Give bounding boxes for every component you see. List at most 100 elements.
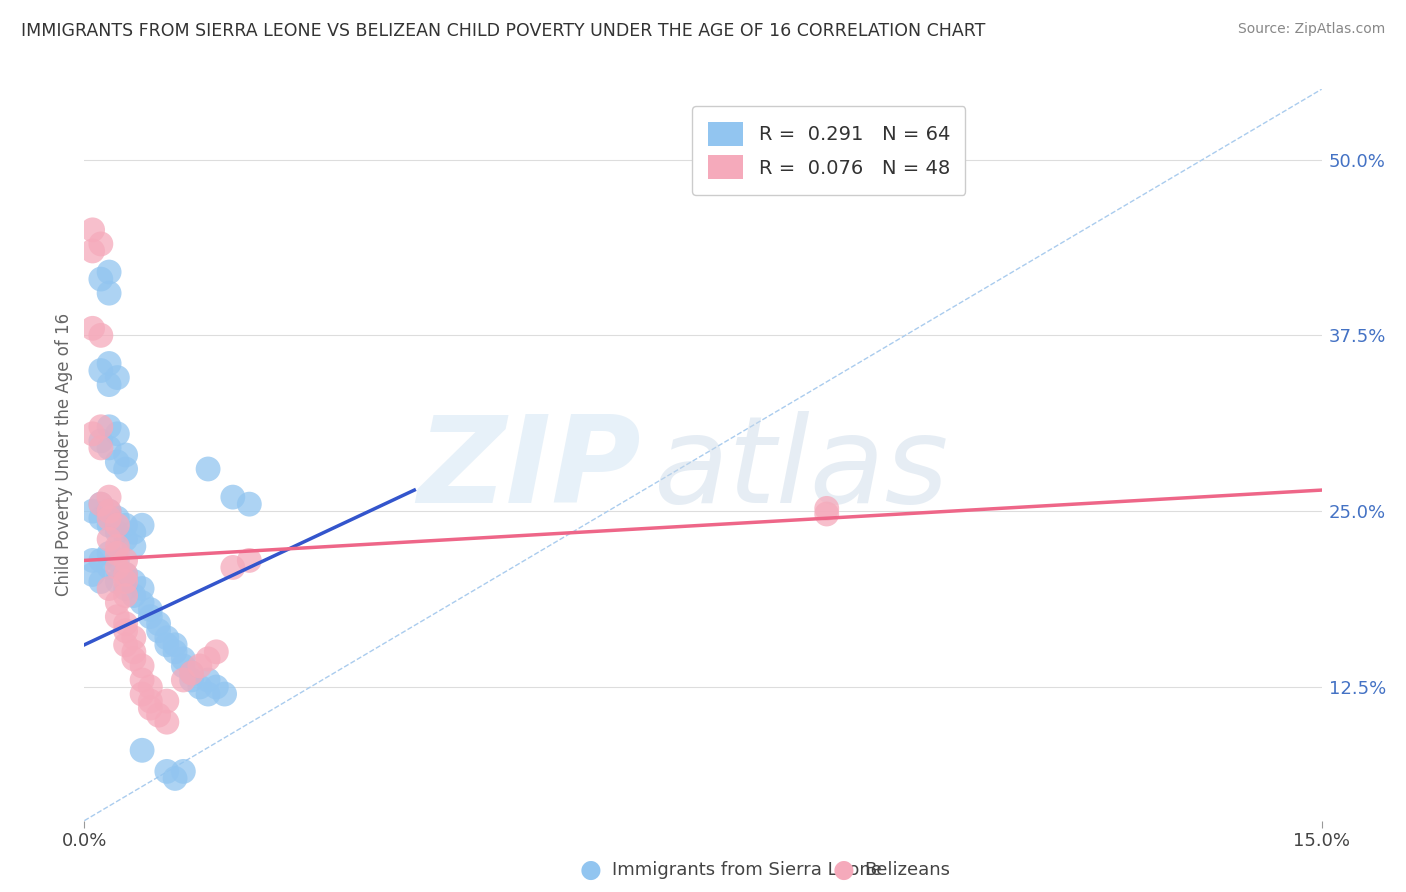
Point [180,673,202,687]
Point [238,553,260,567]
Point [122,589,145,603]
Point [90,441,112,455]
Point [90,574,112,589]
Point [98,286,121,301]
Text: Source: ZipAtlas.com: Source: ZipAtlas.com [1237,22,1385,37]
Point [105,370,128,384]
Point [214,687,236,701]
Point [105,455,128,469]
Point [90,553,112,567]
Point [98,518,121,533]
Point [90,236,112,251]
Point [131,582,153,596]
Point [815,501,838,516]
Point [122,539,145,553]
Point [114,518,136,533]
Point [82,553,104,567]
Point [82,426,104,441]
Point [114,533,136,547]
Point [90,497,112,511]
Point [148,616,170,631]
Y-axis label: Child Poverty Under the Age of 16: Child Poverty Under the Age of 16 [55,313,73,597]
Point [114,638,136,652]
Point [82,321,104,335]
Point [114,448,136,462]
Point [180,665,202,680]
Point [90,272,112,286]
Text: Belizeans: Belizeans [865,861,950,879]
Point [180,665,202,680]
Point [172,652,194,666]
Point [90,434,112,448]
Text: ●: ● [579,858,602,881]
Point [156,694,179,708]
Point [172,659,194,673]
Point [148,624,170,638]
Point [98,357,121,371]
Point [114,567,136,582]
Text: ●: ● [832,858,855,881]
Point [131,687,153,701]
Point [105,560,128,574]
Point [165,772,187,786]
Point [131,518,153,533]
Point [139,609,162,624]
Point [114,462,136,476]
Point [114,624,136,638]
Point [205,680,228,694]
Point [82,504,104,518]
Point [90,497,112,511]
Point [131,673,153,687]
Legend: R =  0.291   N = 64, R =  0.076   N = 48: R = 0.291 N = 64, R = 0.076 N = 48 [692,106,966,194]
Text: atlas: atlas [654,411,949,528]
Point [114,574,136,589]
Point [139,701,162,715]
Point [105,609,128,624]
Point [197,673,219,687]
Point [114,567,136,582]
Point [131,743,153,757]
Point [98,504,121,518]
Point [98,511,121,525]
Point [815,507,838,521]
Point [122,652,145,666]
Text: Immigrants from Sierra Leone: Immigrants from Sierra Leone [612,861,882,879]
Text: ZIP: ZIP [418,411,641,528]
Point [122,631,145,645]
Point [131,659,153,673]
Point [114,553,136,567]
Point [98,546,121,560]
Text: IMMIGRANTS FROM SIERRA LEONE VS BELIZEAN CHILD POVERTY UNDER THE AGE OF 16 CORRE: IMMIGRANTS FROM SIERRA LEONE VS BELIZEAN… [21,22,986,40]
Point [122,574,145,589]
Point [238,497,260,511]
Point [98,441,121,455]
Point [172,764,194,779]
Point [148,708,170,723]
Point [222,560,245,574]
Point [90,363,112,377]
Point [114,616,136,631]
Point [156,764,179,779]
Point [165,645,187,659]
Point [98,560,121,574]
Point [114,589,136,603]
Point [98,582,121,596]
Point [156,631,179,645]
Point [156,638,179,652]
Point [172,673,194,687]
Point [90,328,112,343]
Point [222,490,245,504]
Point [82,567,104,582]
Point [139,602,162,616]
Point [105,539,128,553]
Point [165,638,187,652]
Point [188,680,211,694]
Point [197,652,219,666]
Point [114,582,136,596]
Point [131,596,153,610]
Point [105,525,128,540]
Point [197,462,219,476]
Point [205,645,228,659]
Point [105,574,128,589]
Point [82,223,104,237]
